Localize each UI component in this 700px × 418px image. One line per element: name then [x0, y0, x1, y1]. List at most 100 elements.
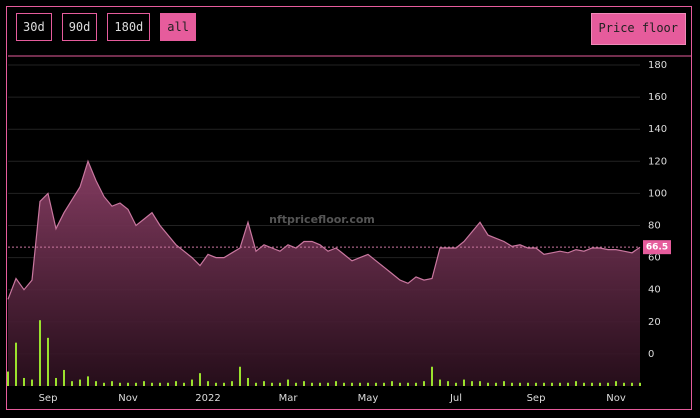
y-tick-label: 120: [648, 156, 667, 167]
volume-bar: [439, 379, 441, 386]
volume-bar: [631, 382, 633, 386]
volume-bar: [511, 382, 513, 386]
y-tick-label: 60: [648, 253, 661, 264]
x-tick-label: Sep: [39, 393, 58, 404]
volume-bar: [319, 382, 321, 386]
volume-bar: [583, 382, 585, 386]
volume-bar: [519, 382, 521, 386]
volume-bar: [311, 382, 313, 386]
y-tick-label: 160: [648, 92, 667, 103]
volume-bar: [55, 377, 57, 386]
volume-bar: [479, 381, 481, 386]
volume-bar: [87, 376, 89, 386]
chart-frame: [6, 6, 692, 410]
range-button[interactable]: 90d: [61, 13, 98, 41]
volume-bar: [79, 379, 81, 386]
volume-bar: [407, 382, 409, 386]
volume-bar: [575, 381, 577, 386]
x-tick-label: Sep: [527, 393, 546, 404]
volume-bar: [431, 366, 433, 386]
y-tick-label: 80: [648, 221, 661, 232]
volume-bar: [599, 382, 601, 386]
x-tick-label: Nov: [118, 393, 138, 404]
volume-bar: [271, 382, 273, 386]
volume-bar: [383, 382, 385, 386]
metric-button[interactable]: Price floor: [590, 13, 686, 45]
volume-bar: [503, 381, 505, 386]
volume-bar: [231, 381, 233, 386]
volume-bar: [527, 382, 529, 386]
watermark: nftpricefloor.com: [269, 213, 375, 226]
volume-bar: [47, 337, 49, 386]
range-button[interactable]: 180d: [107, 13, 151, 41]
volume-bar: [7, 371, 9, 386]
volume-bar: [351, 382, 353, 386]
volume-bar: [111, 381, 113, 386]
y-tick-label: 0: [648, 349, 654, 360]
volume-bar: [327, 382, 329, 386]
volume-bar: [191, 379, 193, 386]
volume-bar: [167, 382, 169, 386]
y-tick-label: 140: [648, 124, 667, 135]
volume-bar: [71, 381, 73, 386]
last-price-label: 66.5: [646, 243, 668, 253]
volume-bar: [623, 382, 625, 386]
volume-bar: [175, 381, 177, 386]
volume-bar: [567, 382, 569, 386]
volume-bar: [239, 366, 241, 386]
volume-bar: [295, 382, 297, 386]
volume-bar: [591, 382, 593, 386]
volume-bar: [15, 342, 17, 386]
volume-bar: [127, 382, 129, 386]
volume-bar: [103, 382, 105, 386]
volume-bar: [359, 382, 361, 386]
volume-bar: [159, 382, 161, 386]
x-tick-label: 2022: [195, 393, 220, 404]
price-area: [8, 161, 640, 386]
price-line: [7, 159, 641, 300]
y-tick-label: 40: [648, 285, 661, 296]
volume-bar: [375, 382, 377, 386]
volume-bar: [199, 373, 201, 386]
volume-bar: [415, 382, 417, 386]
volume-bar: [143, 381, 145, 386]
volume-bar: [367, 382, 369, 386]
x-tick-label: Nov: [606, 393, 626, 404]
volume-bar: [551, 382, 553, 386]
x-tick-label: Jul: [449, 393, 462, 404]
volume-bar: [31, 379, 33, 386]
volume-bar: [423, 381, 425, 386]
volume-bar: [151, 382, 153, 386]
x-tick-label: May: [358, 393, 379, 404]
volume-bar: [447, 381, 449, 386]
volume-bar: [463, 379, 465, 386]
volume-bar: [495, 382, 497, 386]
volume-bar: [39, 320, 41, 386]
volume-bar: [607, 382, 609, 386]
volume-bar: [287, 379, 289, 386]
volume-bar: [559, 382, 561, 386]
volume-bar: [95, 381, 97, 386]
last-price-box: [643, 240, 671, 255]
volume-bar: [399, 382, 401, 386]
volume-bar: [23, 377, 25, 386]
range-button[interactable]: 30d: [16, 13, 52, 41]
volume-bar: [215, 382, 217, 386]
volume-bar: [455, 382, 457, 386]
volume-bar: [639, 382, 641, 386]
range-button[interactable]: all: [160, 13, 196, 41]
volume-bar: [247, 377, 249, 386]
volume-bar: [535, 382, 537, 386]
volume-bar: [335, 381, 337, 386]
volume-bar: [303, 381, 305, 386]
volume-bar: [63, 369, 65, 386]
volume-bar: [135, 382, 137, 386]
volume-bar: [615, 381, 617, 386]
volume-bar: [279, 382, 281, 386]
volume-bar: [543, 382, 545, 386]
volume-bar: [471, 381, 473, 386]
volume-bar: [487, 382, 489, 386]
x-tick-label: Mar: [279, 393, 299, 404]
volume-bar: [263, 381, 265, 386]
